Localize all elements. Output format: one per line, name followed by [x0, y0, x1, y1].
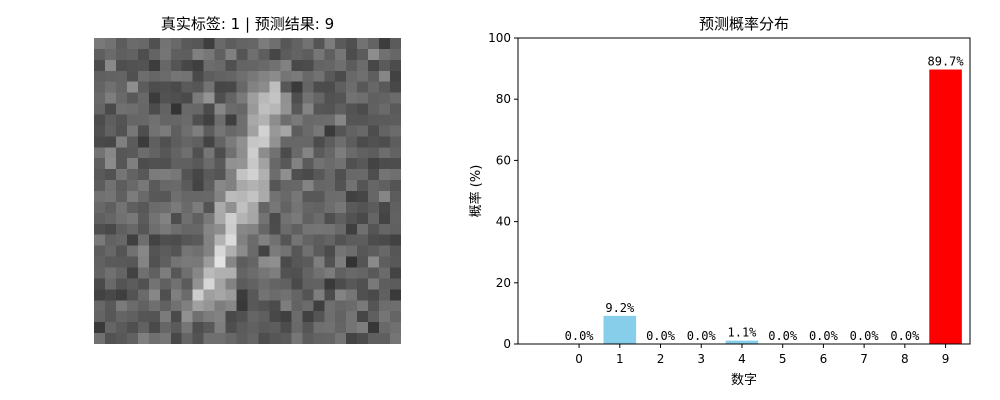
- y-tick-label-0: 0: [503, 337, 511, 351]
- y-tick-label-40: 40: [496, 215, 511, 229]
- y-tick-label-20: 20: [496, 276, 511, 290]
- x-tick-label-0: 0: [575, 352, 583, 366]
- x-tick-label-7: 7: [860, 352, 868, 366]
- x-tick-label-4: 4: [738, 352, 746, 366]
- x-tick-label-3: 3: [697, 352, 705, 366]
- data-label-0: 0.0%: [565, 329, 595, 343]
- data-label-4: 1.1%: [728, 326, 758, 340]
- y-tick-label-100: 100: [488, 31, 511, 45]
- data-label-3: 0.0%: [687, 329, 717, 343]
- data-label-9: 89.7%: [928, 55, 965, 69]
- x-tick-label-8: 8: [901, 352, 909, 366]
- x-tick-label-5: 5: [779, 352, 787, 366]
- y-tick-label-60: 60: [496, 153, 511, 167]
- data-label-1: 9.2%: [605, 301, 635, 315]
- data-label-7: 0.0%: [850, 329, 880, 343]
- x-tick-label-9: 9: [942, 352, 950, 366]
- y-axis-label: 概率 (%): [468, 165, 484, 218]
- bars-layer: [603, 69, 962, 344]
- axes-layer: 0 1 2 3 4 5 6 7 8 9 0 20 40 60 80 100: [488, 31, 971, 366]
- x-tick-label-1: 1: [616, 352, 624, 366]
- noisy-digit-image: [94, 38, 401, 344]
- x-tick-label-6: 6: [820, 352, 828, 366]
- chart-title: 预测概率分布: [698, 15, 789, 33]
- image-title: 真实标签: 1 | 预测结果: 9: [160, 15, 335, 33]
- bar-9: [929, 69, 962, 344]
- bar-1: [603, 315, 637, 344]
- plot-frame: [517, 37, 971, 345]
- data-labels-layer: 0.0% 9.2% 0.0% 0.0% 1.1% 0.0% 0.0% 0.0% 0.0% 89.7…: [565, 55, 965, 343]
- y-tick-label-80: 80: [496, 92, 511, 106]
- data-label-2: 0.0%: [646, 329, 676, 343]
- x-axis-label: 数字: [731, 373, 757, 388]
- x-tick-label-2: 2: [657, 352, 665, 366]
- bar-4: [725, 340, 759, 344]
- data-label-6: 0.0%: [809, 329, 839, 343]
- data-label-5: 0.0%: [768, 329, 798, 343]
- data-label-8: 0.0%: [890, 329, 920, 343]
